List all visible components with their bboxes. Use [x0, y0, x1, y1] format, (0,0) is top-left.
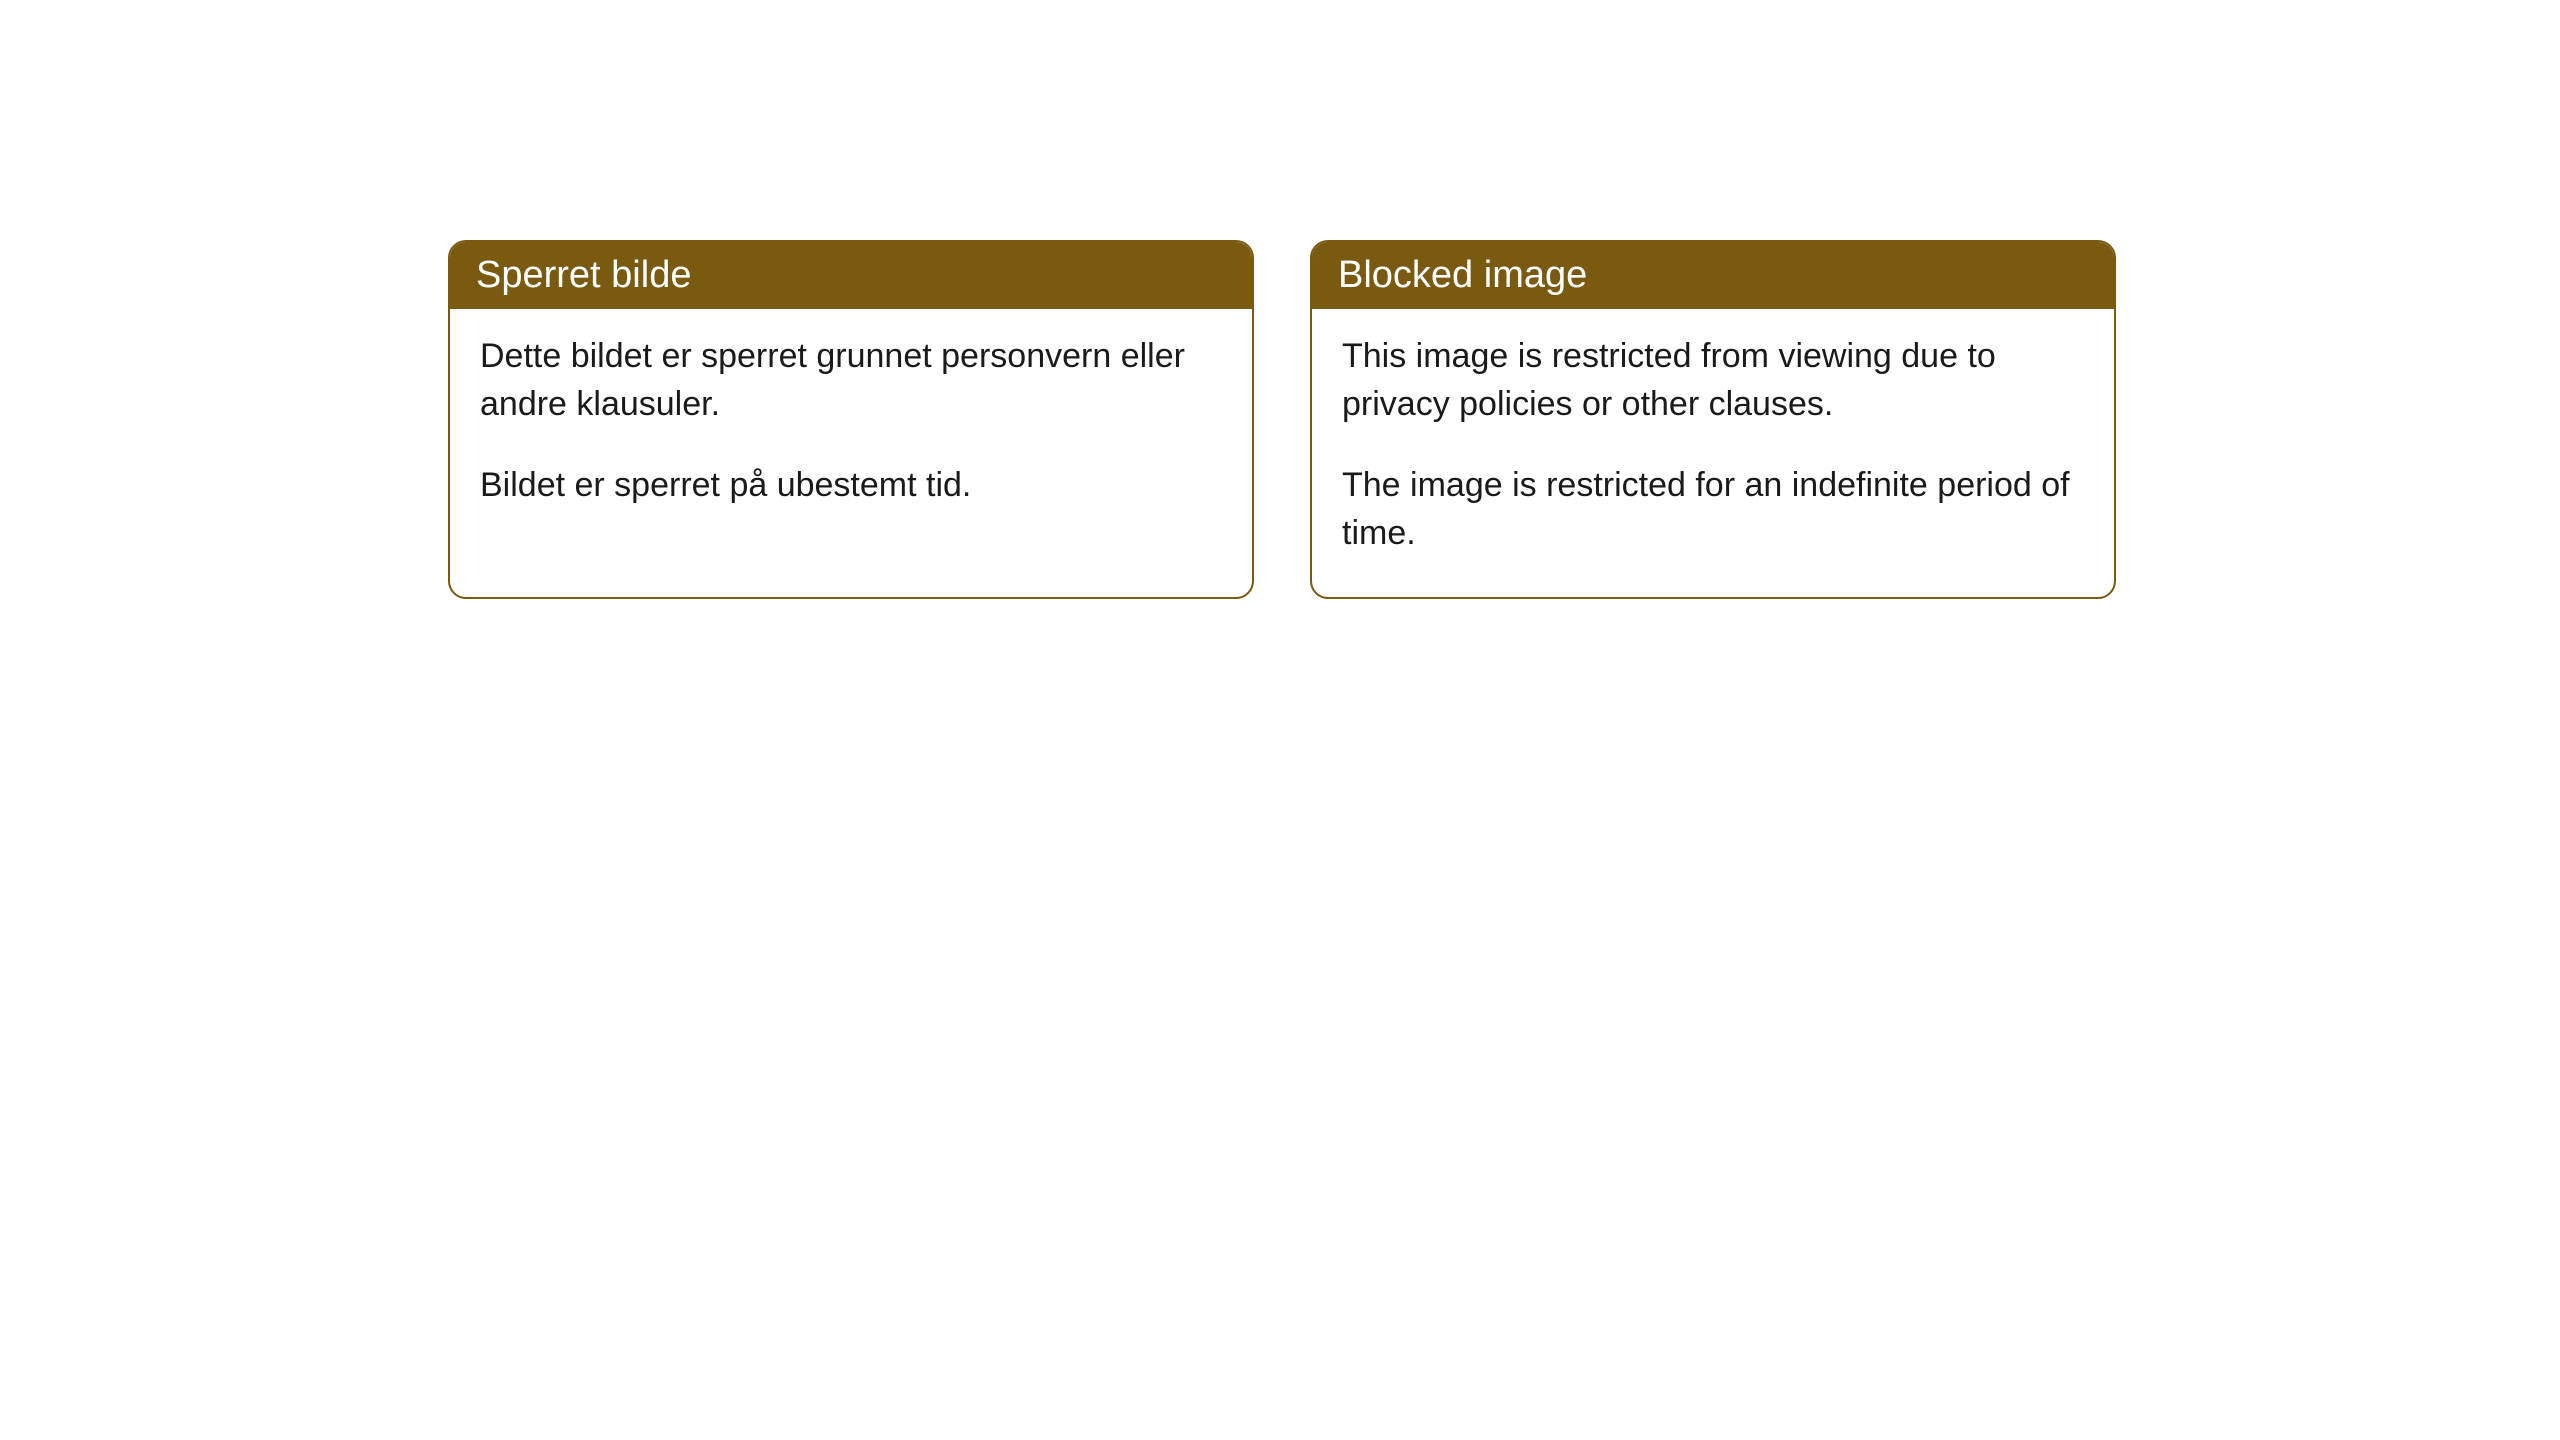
card-paragraph-1-english: This image is restricted from viewing du…	[1342, 333, 2084, 428]
card-title-norwegian: Sperret bilde	[476, 254, 691, 296]
card-paragraph-1-norwegian: Dette bildet er sperret grunnet personve…	[480, 333, 1222, 428]
card-body-norwegian: Dette bildet er sperret grunnet personve…	[450, 309, 1252, 550]
card-paragraph-2-norwegian: Bildet er sperret på ubestemt tid.	[480, 462, 1222, 510]
blocked-image-card-english: Blocked image This image is restricted f…	[1310, 240, 2116, 599]
notice-cards-container: Sperret bilde Dette bildet er sperret gr…	[448, 240, 2116, 599]
card-title-english: Blocked image	[1338, 254, 1587, 296]
card-header-norwegian: Sperret bilde	[450, 242, 1252, 309]
card-body-english: This image is restricted from viewing du…	[1312, 309, 2114, 597]
card-header-english: Blocked image	[1312, 242, 2114, 309]
blocked-image-card-norwegian: Sperret bilde Dette bildet er sperret gr…	[448, 240, 1254, 599]
card-paragraph-2-english: The image is restricted for an indefinit…	[1342, 462, 2084, 557]
